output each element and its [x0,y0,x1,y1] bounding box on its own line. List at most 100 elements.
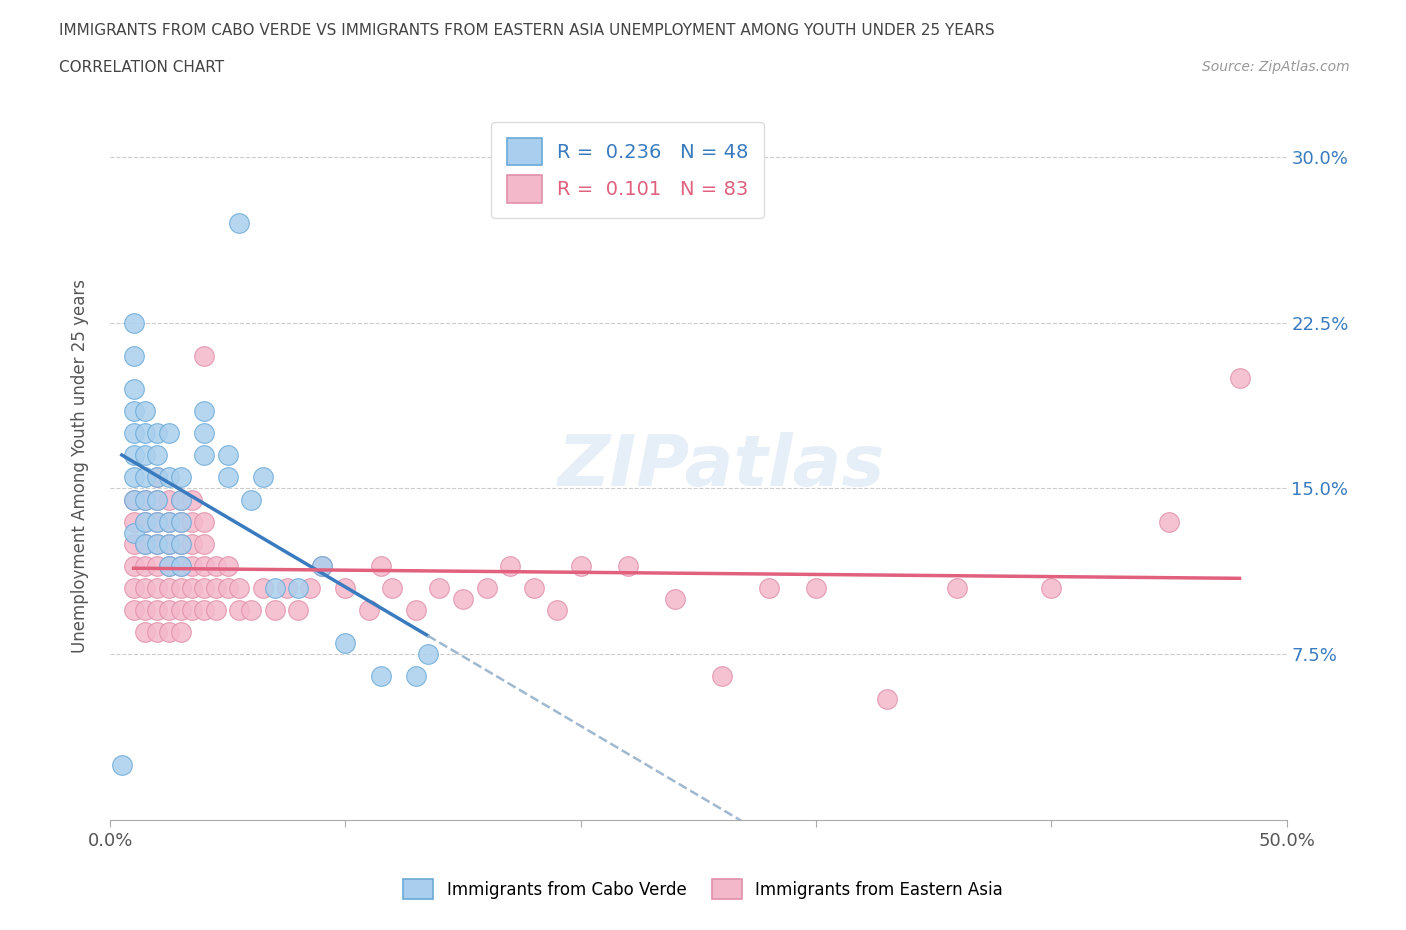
Point [111,757,134,772]
Point [546,603,568,618]
Point [169,537,191,551]
Point [157,514,180,529]
Point [193,580,215,595]
Point [157,426,180,441]
Point [134,537,156,551]
Point [169,558,191,573]
Legend: Immigrants from Cabo Verde, Immigrants from Eastern Asia: Immigrants from Cabo Verde, Immigrants f… [395,870,1011,908]
Point [146,580,169,595]
Point [146,426,169,441]
Point [169,558,191,573]
Point [157,514,180,529]
Point [122,404,145,418]
Point [1229,370,1251,385]
Point [181,558,204,573]
Text: Source: ZipAtlas.com: Source: ZipAtlas.com [1202,60,1350,74]
Point [122,492,145,507]
Point [134,492,156,507]
Point [193,558,215,573]
Point [134,404,156,418]
Point [1040,580,1063,595]
Point [134,580,156,595]
Point [169,470,191,485]
Point [134,625,156,640]
Point [134,537,156,551]
Point [181,580,204,595]
Point [228,580,250,595]
Point [287,580,309,595]
Point [134,558,156,573]
Point [664,591,686,606]
Point [523,580,546,595]
Point [475,580,498,595]
Point [263,603,285,618]
Point [263,580,285,595]
Point [146,625,169,640]
Point [122,558,145,573]
Point [169,625,191,640]
Point [122,525,145,540]
Point [157,558,180,573]
Point [134,603,156,618]
Point [193,514,215,529]
Point [205,603,228,618]
Point [169,514,191,529]
Point [146,603,169,618]
Point [252,580,274,595]
Point [193,349,215,364]
Point [205,558,228,573]
Point [193,537,215,551]
Point [169,603,191,618]
Point [146,514,169,529]
Point [405,669,427,684]
Point [122,514,145,529]
Point [804,580,827,595]
Point [146,558,169,573]
Point [157,558,180,573]
Point [122,470,145,485]
Point [122,580,145,595]
Point [134,470,156,485]
Text: CORRELATION CHART: CORRELATION CHART [59,60,224,75]
Y-axis label: Unemployment Among Youth under 25 years: Unemployment Among Youth under 25 years [72,279,89,654]
Point [122,349,145,364]
Point [335,580,357,595]
Point [499,558,522,573]
Point [122,603,145,618]
Point [240,603,263,618]
Text: ZIPatlas: ZIPatlas [558,432,886,501]
Point [357,603,380,618]
Point [157,537,180,551]
Point [146,537,169,551]
Point [217,580,239,595]
Point [122,537,145,551]
Point [169,492,191,507]
Point [157,492,180,507]
Point [146,492,169,507]
Point [946,580,969,595]
Point [157,470,180,485]
Point [252,470,274,485]
Point [157,603,180,618]
Point [451,591,474,606]
Point [134,514,156,529]
Point [710,669,733,684]
Point [416,647,439,662]
Point [276,580,298,595]
Point [134,448,156,463]
Point [157,625,180,640]
Point [146,470,169,485]
Point [146,448,169,463]
Point [146,514,169,529]
Point [381,580,404,595]
Point [169,492,191,507]
Point [311,558,333,573]
Point [405,603,427,618]
Point [217,470,239,485]
Point [181,603,204,618]
Point [122,492,145,507]
Point [181,514,204,529]
Point [228,603,250,618]
Point [157,537,180,551]
Point [169,537,191,551]
